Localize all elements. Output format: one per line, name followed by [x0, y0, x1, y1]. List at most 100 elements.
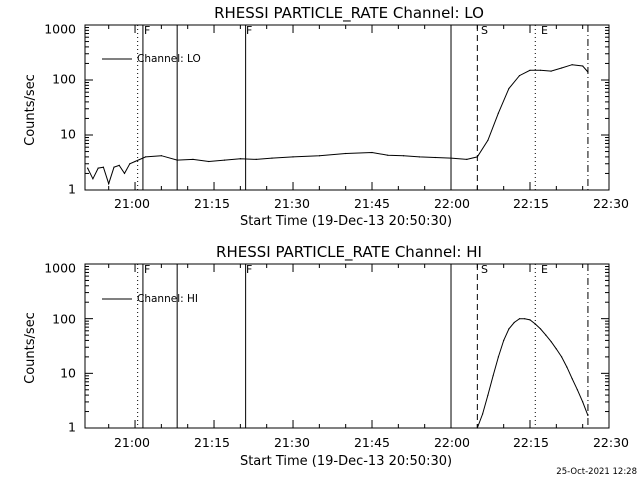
data-point	[518, 75, 521, 77]
data-point	[582, 401, 584, 403]
data-point	[345, 152, 347, 155]
data-point	[434, 156, 436, 159]
y-tick-label: 100	[52, 72, 76, 87]
series-layer	[476, 318, 589, 429]
marker-label: F	[144, 24, 150, 37]
data-point	[92, 178, 94, 180]
y-tick-label: 100	[52, 312, 76, 327]
series-layer	[87, 64, 589, 186]
data-point	[387, 154, 389, 156]
data-point	[108, 183, 110, 185]
data-point	[524, 318, 526, 320]
panel-lo: RHESSI PARTICLE_RATE Channel: LO 1 10 10…	[23, 4, 629, 229]
data-point	[529, 319, 531, 321]
data-point	[271, 157, 273, 159]
chart-title: RHESSI PARTICLE_RATE Channel: LO	[214, 4, 484, 23]
plot-frame	[84, 263, 610, 429]
data-point	[87, 167, 89, 169]
data-point	[160, 155, 162, 157]
x-tick-label: 22:15	[513, 435, 549, 450]
data-point	[97, 167, 99, 169]
data-point	[497, 112, 499, 114]
x-tick-label: 22:00	[434, 196, 470, 211]
x-tick-label: 22:15	[513, 196, 549, 211]
x-tick-label: 22:00	[434, 435, 470, 450]
data-point	[571, 64, 573, 66]
data-point	[476, 427, 478, 429]
legend-label: Channel: HI	[137, 293, 198, 305]
tick-marks	[85, 25, 610, 191]
y-tick-label: 1000	[44, 261, 76, 276]
data-point	[539, 69, 542, 71]
x-axis-label: Start Time (19-Dec-13 20:50:30)	[240, 214, 452, 229]
data-point	[518, 318, 521, 320]
x-tick-label: 21:45	[354, 435, 390, 450]
chart-title: RHESSI PARTICLE_RATE Channel: HI	[216, 243, 482, 262]
x-tick-label: 22:30	[593, 435, 629, 450]
x-axis-label: Start Time (19-Dec-13 20:50:30)	[240, 454, 452, 469]
data-point	[555, 348, 557, 350]
data-point	[102, 166, 104, 168]
y-tick-label: 10	[60, 127, 76, 142]
timestamp: 25-Oct-2021 12:28	[556, 467, 637, 477]
x-tick-label: 21:15	[194, 435, 230, 450]
marker-label: E	[541, 24, 548, 37]
data-point	[487, 139, 489, 141]
data-point	[224, 159, 226, 161]
data-point	[550, 70, 552, 72]
data-point	[561, 67, 563, 69]
data-point	[176, 159, 178, 161]
data-point	[561, 356, 563, 358]
x-tick-label: 21:30	[274, 435, 310, 450]
marker-label: E	[541, 263, 548, 276]
event-markers	[137, 25, 589, 190]
marker-label: F	[246, 263, 252, 276]
data-point	[508, 328, 510, 330]
data-point	[566, 366, 568, 368]
marker-label: S	[481, 263, 488, 276]
data-point	[513, 321, 515, 324]
data-point	[534, 323, 536, 325]
data-point	[145, 156, 147, 158]
data-point	[129, 163, 131, 165]
data-point	[371, 151, 373, 154]
data-point	[418, 156, 420, 158]
x-tick-label: 21:15	[194, 196, 230, 211]
x-tick-label: 21:00	[114, 196, 150, 211]
plot-frame	[84, 24, 610, 191]
data-point	[318, 155, 320, 157]
x-tick-label: 21:45	[354, 196, 390, 211]
data-point	[503, 339, 505, 341]
marker-label: F	[144, 263, 150, 276]
data-point	[587, 414, 589, 416]
data-point	[113, 166, 115, 168]
data-point	[118, 164, 120, 166]
data-point	[492, 375, 494, 377]
data-point	[466, 158, 468, 160]
data-point	[255, 158, 257, 160]
data-point	[476, 156, 478, 158]
y-tick-label: 10	[60, 366, 76, 381]
data-point	[123, 172, 126, 174]
marker-label: S	[481, 24, 488, 37]
data-point	[239, 158, 241, 160]
series-line	[476, 318, 589, 429]
data-point	[482, 413, 484, 415]
x-tick-label: 22:30	[593, 196, 629, 211]
y-tick-label: 1	[68, 420, 76, 435]
y-axis-label: Counts/sec	[23, 74, 38, 146]
data-point	[539, 328, 542, 330]
data-point	[487, 394, 489, 396]
panel-hi: RHESSI PARTICLE_RATE Channel: HI 1 10 10…	[23, 243, 629, 469]
data-point	[450, 157, 452, 159]
data-point	[550, 341, 552, 343]
data-point	[582, 65, 584, 67]
data-point	[545, 334, 547, 336]
tick-marks	[85, 264, 610, 429]
y-axis-label: Counts/sec	[23, 312, 38, 384]
data-point	[497, 356, 499, 358]
series-line	[87, 64, 589, 186]
x-tick-label: 21:00	[114, 435, 150, 450]
